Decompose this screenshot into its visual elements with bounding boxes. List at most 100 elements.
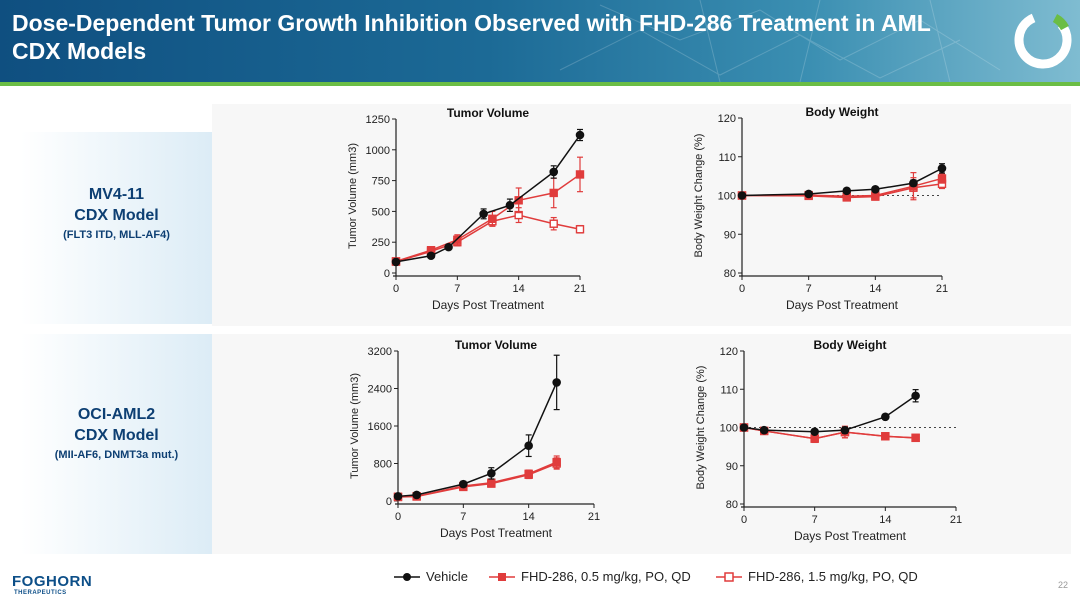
data-point <box>739 423 749 432</box>
x-tick-label: 7 <box>454 283 460 295</box>
data-point <box>911 391 920 401</box>
y-tick-label: 250 <box>372 237 390 249</box>
series-line <box>743 426 916 440</box>
y-tick-label: 2400 <box>368 384 392 396</box>
model-box-mv411: MV4-11 CDX Model (FLT3 ITD, MLL-AF4) <box>21 132 212 324</box>
chart-mv411-tumor-volume: Tumor Volume 0 250 500 750 1000 1250 0 7 14 21 Days… <box>347 106 586 312</box>
model-detail: (FLT3 ITD, MLL-AF4) <box>63 229 170 241</box>
data-point <box>444 242 453 252</box>
y-tick-label: 80 <box>724 268 736 280</box>
x-tick-label: 14 <box>523 511 535 523</box>
x-tick-label: 7 <box>460 511 466 523</box>
y-tick-label: 110 <box>718 152 736 164</box>
series-line <box>397 462 557 498</box>
y-tick-label: 0 <box>384 268 390 280</box>
x-axis-label: Days Post Treatment <box>786 298 899 312</box>
data-point <box>804 189 813 199</box>
data-point <box>810 427 819 437</box>
footer-logo: FOGHORN THERAPEUTICS <box>12 573 92 596</box>
data-point <box>937 174 947 183</box>
chart-title: Tumor Volume <box>447 106 530 120</box>
y-tick-label: 500 <box>372 206 390 218</box>
data-point <box>412 490 421 500</box>
y-tick-label: 100 <box>720 423 738 435</box>
series-line <box>395 134 581 263</box>
chart-title: Body Weight <box>813 338 886 352</box>
data-point <box>575 130 585 140</box>
x-axis-label: Days Post Treatment <box>440 526 553 540</box>
legend-label: FHD-286, 1.5 mg/kg, PO, QD <box>748 569 918 584</box>
x-tick-label: 21 <box>574 283 586 295</box>
y-tick-label: 1250 <box>366 114 390 126</box>
data-point <box>549 188 558 198</box>
y-tick-label: 120 <box>720 346 738 358</box>
page-title: Dose-Dependent Tumor Growth Inhibition O… <box>12 10 931 64</box>
y-tick-label: 90 <box>724 229 736 241</box>
row1-panel-bg <box>212 104 1071 326</box>
header-mesh-decoration <box>559 0 1001 82</box>
y-tick-label: 100 <box>718 191 736 203</box>
header-banner: Dose-Dependent Tumor Growth Inhibition O… <box>0 0 1080 82</box>
data-point <box>487 469 496 478</box>
brand-name: FOGHORN <box>12 573 93 590</box>
model-name-line2: CDX Model <box>74 207 159 224</box>
series-line <box>741 177 943 198</box>
model-name-line1: MV4-11 <box>88 186 145 203</box>
y-axis-label: Body Weight Change (%) <box>693 134 705 258</box>
data-point <box>881 432 890 441</box>
data-point <box>881 412 890 422</box>
data-point <box>487 478 496 487</box>
data-point <box>575 225 585 234</box>
row2-panel-bg <box>212 334 1071 554</box>
page-number: 22 <box>1058 580 1069 590</box>
x-tick-label: 0 <box>395 511 401 523</box>
y-tick-label: 800 <box>374 459 392 471</box>
data-point <box>549 167 559 177</box>
chart-title: Tumor Volume <box>455 338 538 352</box>
y-tick-label: 120 <box>718 113 736 125</box>
x-axis-label: Days Post Treatment <box>794 529 907 543</box>
x-tick-label: 7 <box>806 283 812 295</box>
x-tick-label: 7 <box>812 514 818 526</box>
series-line <box>743 395 917 433</box>
model-box-ociaml2: OCI-AML2 CDX Model (MII-AF6, DNMT3a mut.… <box>21 334 212 554</box>
y-tick-label: 750 <box>372 176 390 188</box>
x-axis-label: Days Post Treatment <box>432 298 545 312</box>
data-point <box>552 378 561 387</box>
legend-marker-filled-square-icon <box>489 573 515 581</box>
y-tick-label: 90 <box>726 461 738 473</box>
y-tick-label: 1600 <box>368 421 392 433</box>
x-tick-label: 14 <box>513 283 525 295</box>
y-tick-label: 80 <box>726 499 738 511</box>
x-tick-label: 21 <box>936 283 948 295</box>
data-point <box>479 209 488 219</box>
y-tick-label: 110 <box>720 384 738 396</box>
model-name-line2: CDX Model <box>74 427 159 444</box>
model-name-line1: OCI-AML2 <box>77 406 156 423</box>
chart-ociaml2-body-weight: Body Weight 80 90 100 110 120 0 7 14 21 Days Post … <box>695 338 962 543</box>
chart-legend: Vehicle FHD-286, 0.5 mg/kg, PO, QD FHD-2… <box>392 566 952 592</box>
data-point <box>842 186 852 196</box>
data-point <box>810 434 819 443</box>
x-tick-label: 21 <box>950 514 962 526</box>
data-point <box>393 492 403 501</box>
y-axis-label: Tumor Volume (mm3) <box>349 373 361 479</box>
y-axis-label: Body Weight Change (%) <box>695 366 707 490</box>
legend-label: Vehicle <box>426 569 468 584</box>
x-tick-label: 21 <box>588 511 600 523</box>
data-point <box>524 441 533 450</box>
data-point <box>937 164 947 173</box>
data-point <box>737 191 747 200</box>
data-point <box>505 200 515 210</box>
header-accent-line <box>0 82 1080 86</box>
data-point <box>759 425 769 435</box>
legend-marker-filled-circle-icon <box>394 573 420 581</box>
chart-title: Body Weight <box>805 105 878 119</box>
legend-marker-open-square-icon <box>716 572 742 582</box>
data-point <box>871 185 880 194</box>
y-tick-label: 1000 <box>366 145 390 157</box>
x-tick-label: 0 <box>739 283 745 295</box>
y-axis-label: Tumor Volume (mm3) <box>347 143 359 249</box>
model-detail: (MII-AF6, DNMT3a mut.) <box>54 449 179 461</box>
data-point <box>909 178 918 188</box>
